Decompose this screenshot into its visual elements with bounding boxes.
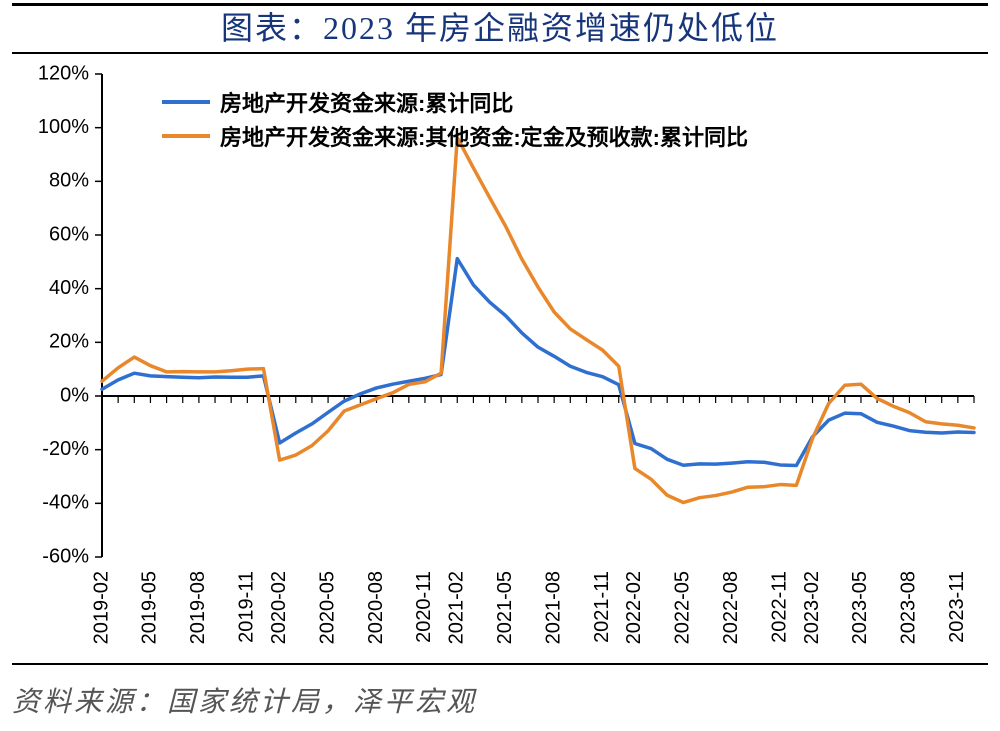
chart-title-wrap: 图表：2023 年房企融资增速仍处低位 <box>0 0 1000 52</box>
legend: 房地产开发资金来源:累计同比 房地产开发资金来源:其他资金:定金及预收款:累计同… <box>162 85 748 153</box>
rule-above-source <box>12 663 988 665</box>
rule-under-title <box>12 52 988 54</box>
x-tick-label: 2021-05 <box>494 571 516 644</box>
x-tick-label: 2023-08 <box>898 571 920 644</box>
x-tick-label: 2022-11 <box>769 571 791 643</box>
svg-text:60%: 60% <box>49 223 89 245</box>
chart-title: 图表：2023 年房企融资增速仍处低位 <box>221 3 779 49</box>
series-line-1 <box>102 138 974 503</box>
x-tick-label: 2022-05 <box>672 571 694 644</box>
x-tick-label: 2023-02 <box>801 571 823 644</box>
source-text: 资料来源：国家统计局，泽平宏观 <box>12 680 477 720</box>
figure: 图表：2023 年房企融资增速仍处低位 -60% -40% -20% 0% 20% 40%… <box>0 0 1000 731</box>
source-wrap: 资料来源：国家统计局，泽平宏观 <box>12 679 988 721</box>
legend-label-1: 房地产开发资金来源:其他资金:定金及预收款:累计同比 <box>220 120 748 152</box>
x-tick-label: 2019-08 <box>187 571 209 644</box>
x-tick-label: 2020-05 <box>316 571 338 644</box>
x-tick-label: 2022-08 <box>720 571 742 644</box>
svg-text:120%: 120% <box>38 62 89 84</box>
legend-swatch-0 <box>162 100 210 104</box>
chart-area: -60% -40% -20% 0% 20% 40% 60% 80% 100% 120% 2019-0… <box>12 60 988 665</box>
x-tick-label: 2023-05 <box>849 571 871 644</box>
x-tick-label: 2019-05 <box>139 571 161 644</box>
legend-swatch-1 <box>162 134 210 138</box>
svg-text:80%: 80% <box>49 170 89 192</box>
svg-text:20%: 20% <box>49 331 89 353</box>
legend-label-0: 房地产开发资金来源:累计同比 <box>220 86 513 118</box>
svg-text:100%: 100% <box>38 116 89 138</box>
svg-text:-20%: -20% <box>42 438 89 460</box>
svg-text:0%: 0% <box>60 384 89 406</box>
legend-row-0: 房地产开发资金来源:累计同比 <box>162 85 748 119</box>
x-tick-label: 2021-08 <box>542 571 564 644</box>
x-tick-label: 2019-11 <box>236 571 258 643</box>
x-tick-label: 2021-02 <box>446 571 468 644</box>
svg-text:-60%: -60% <box>42 545 89 567</box>
x-tick-label: 2020-11 <box>413 571 435 643</box>
x-tick-label: 2022-02 <box>623 571 645 644</box>
x-tick-label: 2019-02 <box>90 571 112 644</box>
x-tick-label: 2020-08 <box>365 571 387 644</box>
x-tick-label: 2023-11 <box>946 571 968 643</box>
svg-text:40%: 40% <box>49 277 89 299</box>
svg-text:-40%: -40% <box>42 492 89 514</box>
x-tick-label: 2021-11 <box>591 571 613 643</box>
x-tick-label: 2020-02 <box>268 571 290 644</box>
legend-row-1: 房地产开发资金来源:其他资金:定金及预收款:累计同比 <box>162 119 748 153</box>
